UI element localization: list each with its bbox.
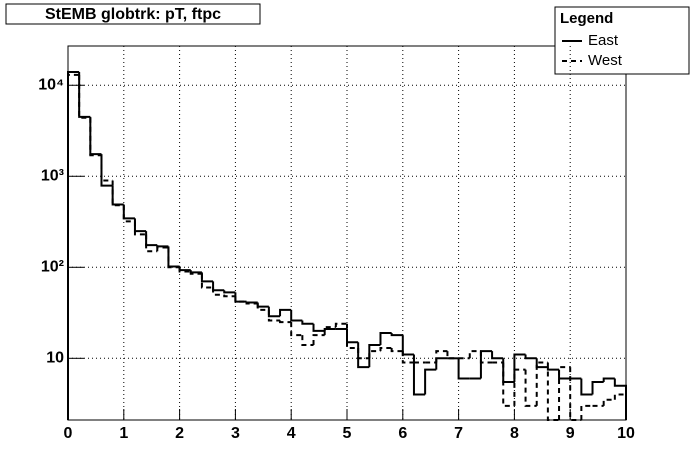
histogram-step: [279, 320, 292, 324]
histogram-step: [200, 273, 214, 289]
histogram-step: [524, 369, 537, 407]
x-tick-label: 8: [510, 425, 519, 442]
histogram-step: [256, 303, 269, 311]
histogram-step: [379, 331, 392, 346]
histogram-step: [390, 332, 403, 337]
histogram-step: [189, 271, 202, 275]
histogram-step: [234, 296, 247, 303]
x-tick-label: 9: [566, 425, 575, 442]
y-tick-label: 10⁴: [38, 76, 64, 93]
histogram-step: [67, 73, 80, 420]
histogram-step: [301, 335, 314, 347]
legend-label: West: [588, 52, 623, 69]
histogram-step: [279, 308, 292, 317]
title-box: [5, 3, 261, 25]
histogram-step: [346, 323, 359, 349]
x-tick-label: 1: [119, 425, 128, 442]
histogram-step: [223, 294, 236, 298]
histogram-step: [67, 70, 80, 420]
x-tick-label: 5: [343, 425, 352, 442]
y-tick-label: 10²: [41, 259, 64, 276]
histogram-step: [267, 309, 281, 322]
legend-label: East: [588, 32, 619, 49]
histogram-step: [245, 301, 258, 304]
histogram-step: [267, 306, 281, 318]
x-tick-label: 2: [175, 425, 184, 442]
histogram-step: [591, 380, 604, 395]
x-tick-label: 0: [64, 425, 73, 442]
histogram-step: [368, 350, 381, 359]
histogram-step: [479, 351, 493, 364]
legend-title: Legend: [560, 10, 613, 27]
histogram-step: [390, 347, 403, 353]
histogram-step: [89, 117, 102, 157]
x-tick-label: 4: [287, 425, 296, 442]
histogram-step: [580, 378, 593, 396]
histogram-step: [546, 367, 560, 371]
y-tick-label: 10³: [41, 167, 64, 184]
x-tick-label: 3: [231, 425, 240, 442]
histogram-step: [580, 404, 593, 420]
histogram-step: [412, 354, 426, 396]
y-tick-label: 10: [46, 350, 64, 367]
x-tick-label: 10: [617, 425, 635, 442]
histogram-step: [613, 393, 627, 420]
histogram-step: [312, 323, 325, 332]
histogram-step: [546, 362, 560, 421]
histogram-step: [446, 351, 459, 360]
x-tick-label: 7: [454, 425, 463, 442]
histogram-step: [401, 351, 414, 364]
histogram-step: [513, 353, 526, 382]
histogram-step: [312, 334, 325, 346]
histogram-step: [212, 287, 225, 296]
histogram-step: [357, 347, 370, 360]
histogram-step: [133, 221, 147, 236]
histogram-step: [468, 350, 481, 359]
histogram-step: [290, 322, 303, 337]
histogram-step: [178, 267, 191, 273]
histogram-step: [167, 247, 180, 269]
histogram-step: [513, 368, 526, 406]
histogram-step: [379, 346, 392, 352]
histogram-step: [602, 398, 615, 406]
histogram-step: [156, 245, 169, 248]
histogram-step: [524, 354, 537, 360]
histogram-step: [368, 344, 381, 368]
histogram-step: [435, 350, 448, 363]
histogram-step: [223, 290, 236, 294]
histogram-step: [424, 368, 437, 395]
x-tick-label: 6: [398, 425, 407, 442]
histogram-step: [245, 301, 258, 305]
histogram-step: [323, 326, 336, 336]
chart-title: StEMB globtrk: pT, ftpc: [45, 6, 221, 23]
histogram-step: [613, 378, 627, 420]
histogram-step: [491, 351, 504, 360]
histogram-step: [290, 309, 303, 322]
histogram-step: [602, 377, 615, 382]
histogram-step: [457, 358, 470, 380]
histogram-step: [334, 322, 347, 328]
histogram-step: [301, 320, 314, 325]
histogram-step: [156, 246, 169, 252]
